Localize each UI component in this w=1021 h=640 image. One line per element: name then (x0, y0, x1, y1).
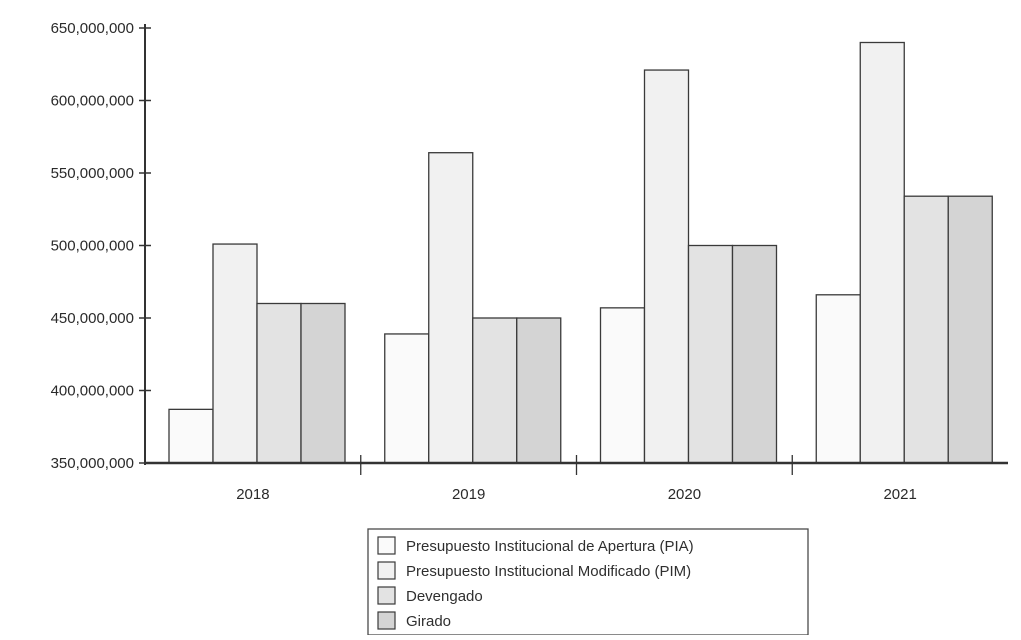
y-axis: 350,000,000 400,000,000 450,000,000 500,000… (51, 20, 151, 472)
bar (903, 195, 949, 464)
legend-box (367, 528, 809, 636)
bar (599, 307, 646, 464)
bar (300, 302, 346, 464)
legend-swatch (377, 536, 396, 555)
legend-swatch (377, 611, 396, 630)
bar (428, 152, 474, 464)
y-tick-label: 550,000,000 (51, 165, 134, 182)
legend-label: Presupuesto Institucional de Apertura (P… (406, 538, 694, 555)
bar (815, 294, 861, 464)
y-tick-label: 400,000,000 (51, 383, 134, 400)
legend-swatch (377, 561, 396, 580)
bar (859, 41, 905, 464)
x-tick-label: 2018 (236, 486, 269, 503)
x-axis: 2018 2019 2020 2021 (145, 455, 1008, 503)
y-tick-label: 350,000,000 (51, 455, 134, 472)
x-tick-label: 2019 (452, 486, 485, 503)
x-tick-label: 2020 (668, 486, 701, 503)
legend-label: Devengado (406, 588, 483, 605)
bar (947, 195, 993, 464)
bar (643, 69, 690, 464)
bar (472, 317, 518, 464)
y-tick-label: 450,000,000 (51, 310, 134, 327)
legend-label: Girado (406, 613, 451, 630)
bar (256, 302, 302, 464)
y-tick-label: 600,000,000 (51, 93, 134, 110)
bar (516, 317, 562, 464)
bar (384, 333, 430, 464)
bar (731, 244, 778, 464)
legend: Presupuesto Institucional de Apertura (P… (367, 528, 809, 636)
bar (168, 408, 214, 464)
bar (212, 243, 258, 464)
x-tick-label: 2021 (883, 486, 916, 503)
y-tick-label: 650,000,000 (51, 20, 134, 37)
legend-label: Presupuesto Institucional Modificado (PI… (406, 563, 691, 580)
bars (168, 41, 993, 464)
y-tick-label: 500,000,000 (51, 238, 134, 255)
legend-swatch (377, 586, 396, 605)
bar (687, 244, 734, 464)
